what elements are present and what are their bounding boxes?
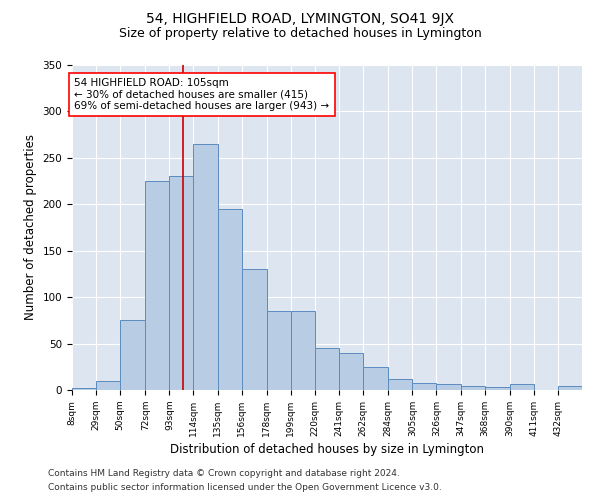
X-axis label: Distribution of detached houses by size in Lymington: Distribution of detached houses by size … <box>170 443 484 456</box>
Bar <box>412 382 436 390</box>
Bar <box>461 386 485 390</box>
Bar <box>315 348 339 390</box>
Bar <box>242 270 267 390</box>
Bar <box>120 320 145 390</box>
Bar <box>558 386 582 390</box>
Text: Contains HM Land Registry data © Crown copyright and database right 2024.: Contains HM Land Registry data © Crown c… <box>48 468 400 477</box>
Bar <box>218 209 242 390</box>
Bar <box>145 181 169 390</box>
Y-axis label: Number of detached properties: Number of detached properties <box>24 134 37 320</box>
Bar <box>72 388 96 390</box>
Bar <box>485 387 510 390</box>
Bar <box>363 367 388 390</box>
Text: 54, HIGHFIELD ROAD, LYMINGTON, SO41 9JX: 54, HIGHFIELD ROAD, LYMINGTON, SO41 9JX <box>146 12 454 26</box>
Text: Contains public sector information licensed under the Open Government Licence v3: Contains public sector information licen… <box>48 484 442 492</box>
Text: 54 HIGHFIELD ROAD: 105sqm
← 30% of detached houses are smaller (415)
69% of semi: 54 HIGHFIELD ROAD: 105sqm ← 30% of detac… <box>74 78 329 111</box>
Text: Size of property relative to detached houses in Lymington: Size of property relative to detached ho… <box>119 28 481 40</box>
Bar <box>436 384 461 390</box>
Bar <box>193 144 218 390</box>
Bar <box>291 311 315 390</box>
Bar <box>96 380 120 390</box>
Bar <box>388 379 412 390</box>
Bar <box>267 311 291 390</box>
Bar <box>169 176 193 390</box>
Bar <box>339 353 363 390</box>
Bar <box>510 384 534 390</box>
